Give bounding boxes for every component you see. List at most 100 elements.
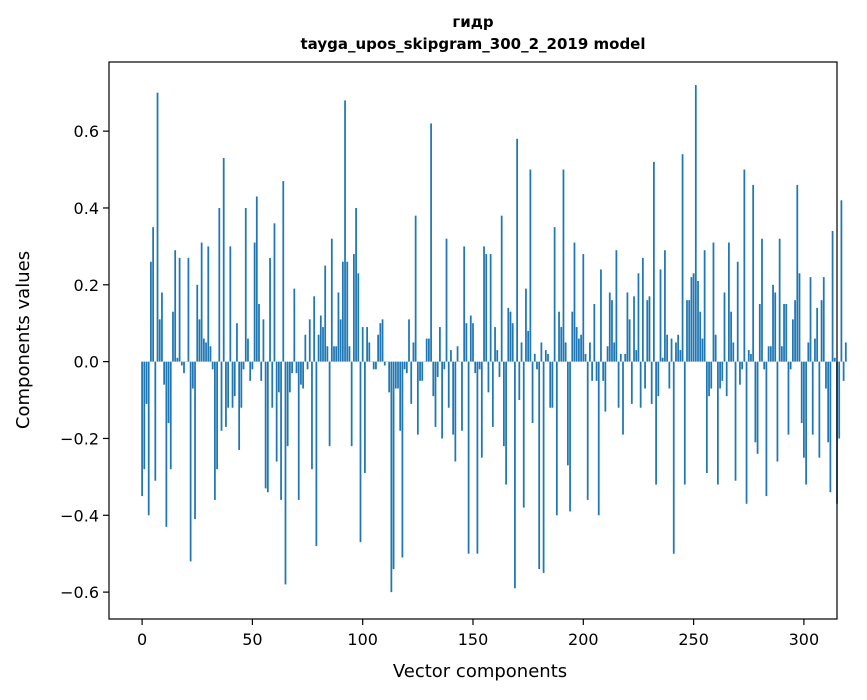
bar bbox=[203, 339, 205, 362]
bar bbox=[216, 362, 218, 470]
bar bbox=[428, 339, 430, 362]
bar bbox=[490, 254, 492, 362]
bar bbox=[607, 346, 609, 361]
bar bbox=[783, 304, 785, 362]
bar bbox=[192, 362, 194, 389]
bar bbox=[260, 362, 262, 381]
bar bbox=[622, 362, 624, 435]
bar bbox=[750, 354, 752, 362]
bar bbox=[163, 362, 165, 385]
bar bbox=[315, 362, 317, 546]
bar bbox=[713, 243, 715, 362]
bar bbox=[443, 362, 445, 370]
bar bbox=[296, 362, 298, 374]
bar bbox=[207, 246, 209, 361]
bar bbox=[527, 331, 529, 362]
bar bbox=[240, 362, 242, 408]
bar bbox=[748, 350, 750, 362]
bar bbox=[609, 292, 611, 361]
bar bbox=[644, 362, 646, 389]
bar bbox=[673, 362, 675, 554]
bar bbox=[830, 362, 832, 493]
bar bbox=[843, 362, 845, 381]
bar bbox=[710, 362, 712, 389]
bar bbox=[766, 362, 768, 496]
bar bbox=[488, 362, 490, 393]
bar bbox=[377, 335, 379, 362]
bar bbox=[719, 362, 721, 389]
bar bbox=[525, 289, 527, 362]
bar bbox=[384, 362, 386, 366]
bar bbox=[393, 362, 395, 569]
bar bbox=[563, 170, 565, 362]
bar bbox=[704, 250, 706, 361]
bar bbox=[825, 362, 827, 389]
bar bbox=[267, 362, 269, 493]
bar bbox=[408, 319, 410, 361]
bar bbox=[430, 123, 432, 361]
y-tick-label: 0.0 bbox=[74, 353, 99, 372]
bar bbox=[838, 362, 840, 439]
bar bbox=[474, 362, 476, 374]
bar bbox=[304, 335, 306, 362]
bar bbox=[252, 362, 254, 370]
bar bbox=[631, 362, 633, 404]
bar bbox=[232, 362, 234, 408]
bar bbox=[752, 185, 754, 362]
bar bbox=[463, 246, 465, 361]
bar bbox=[223, 158, 225, 362]
bar bbox=[812, 362, 814, 435]
bar bbox=[536, 362, 538, 370]
bar bbox=[602, 362, 604, 381]
y-tick-label: −0.2 bbox=[60, 429, 99, 448]
bar bbox=[432, 362, 434, 397]
bar bbox=[307, 362, 309, 370]
bar bbox=[355, 208, 357, 362]
bar bbox=[721, 362, 723, 381]
bar bbox=[576, 327, 578, 362]
bar bbox=[554, 227, 556, 361]
bar bbox=[794, 300, 796, 361]
bar bbox=[214, 362, 216, 500]
bar bbox=[388, 362, 390, 393]
bar bbox=[691, 277, 693, 362]
bar bbox=[353, 254, 355, 362]
bar bbox=[172, 312, 174, 362]
bar bbox=[545, 350, 547, 362]
bar bbox=[318, 335, 320, 362]
bar bbox=[556, 362, 558, 516]
bar bbox=[227, 362, 229, 408]
bar bbox=[181, 362, 183, 366]
bar bbox=[256, 196, 258, 361]
bar bbox=[814, 339, 816, 362]
bar bbox=[642, 258, 644, 362]
bar bbox=[695, 85, 697, 362]
bar bbox=[360, 362, 362, 543]
bar bbox=[452, 362, 454, 435]
y-tick-label: 0.6 bbox=[74, 122, 99, 141]
x-tick-label: 200 bbox=[568, 630, 599, 649]
bar bbox=[728, 243, 730, 362]
bar bbox=[426, 339, 428, 362]
bar bbox=[593, 304, 595, 362]
bar bbox=[457, 346, 459, 361]
bar bbox=[801, 362, 803, 423]
bar bbox=[450, 350, 452, 362]
bar bbox=[188, 258, 190, 362]
bar bbox=[395, 362, 397, 389]
bar bbox=[651, 362, 653, 404]
bar bbox=[785, 304, 787, 362]
bar bbox=[772, 285, 774, 362]
bar bbox=[263, 319, 265, 361]
y-tick-label: −0.6 bbox=[60, 583, 99, 602]
bar bbox=[249, 362, 251, 381]
bar bbox=[168, 362, 170, 423]
bar bbox=[327, 346, 329, 361]
bar bbox=[278, 362, 280, 393]
bar bbox=[373, 362, 375, 370]
bar bbox=[507, 308, 509, 362]
bar bbox=[397, 362, 399, 389]
bar bbox=[792, 319, 794, 361]
